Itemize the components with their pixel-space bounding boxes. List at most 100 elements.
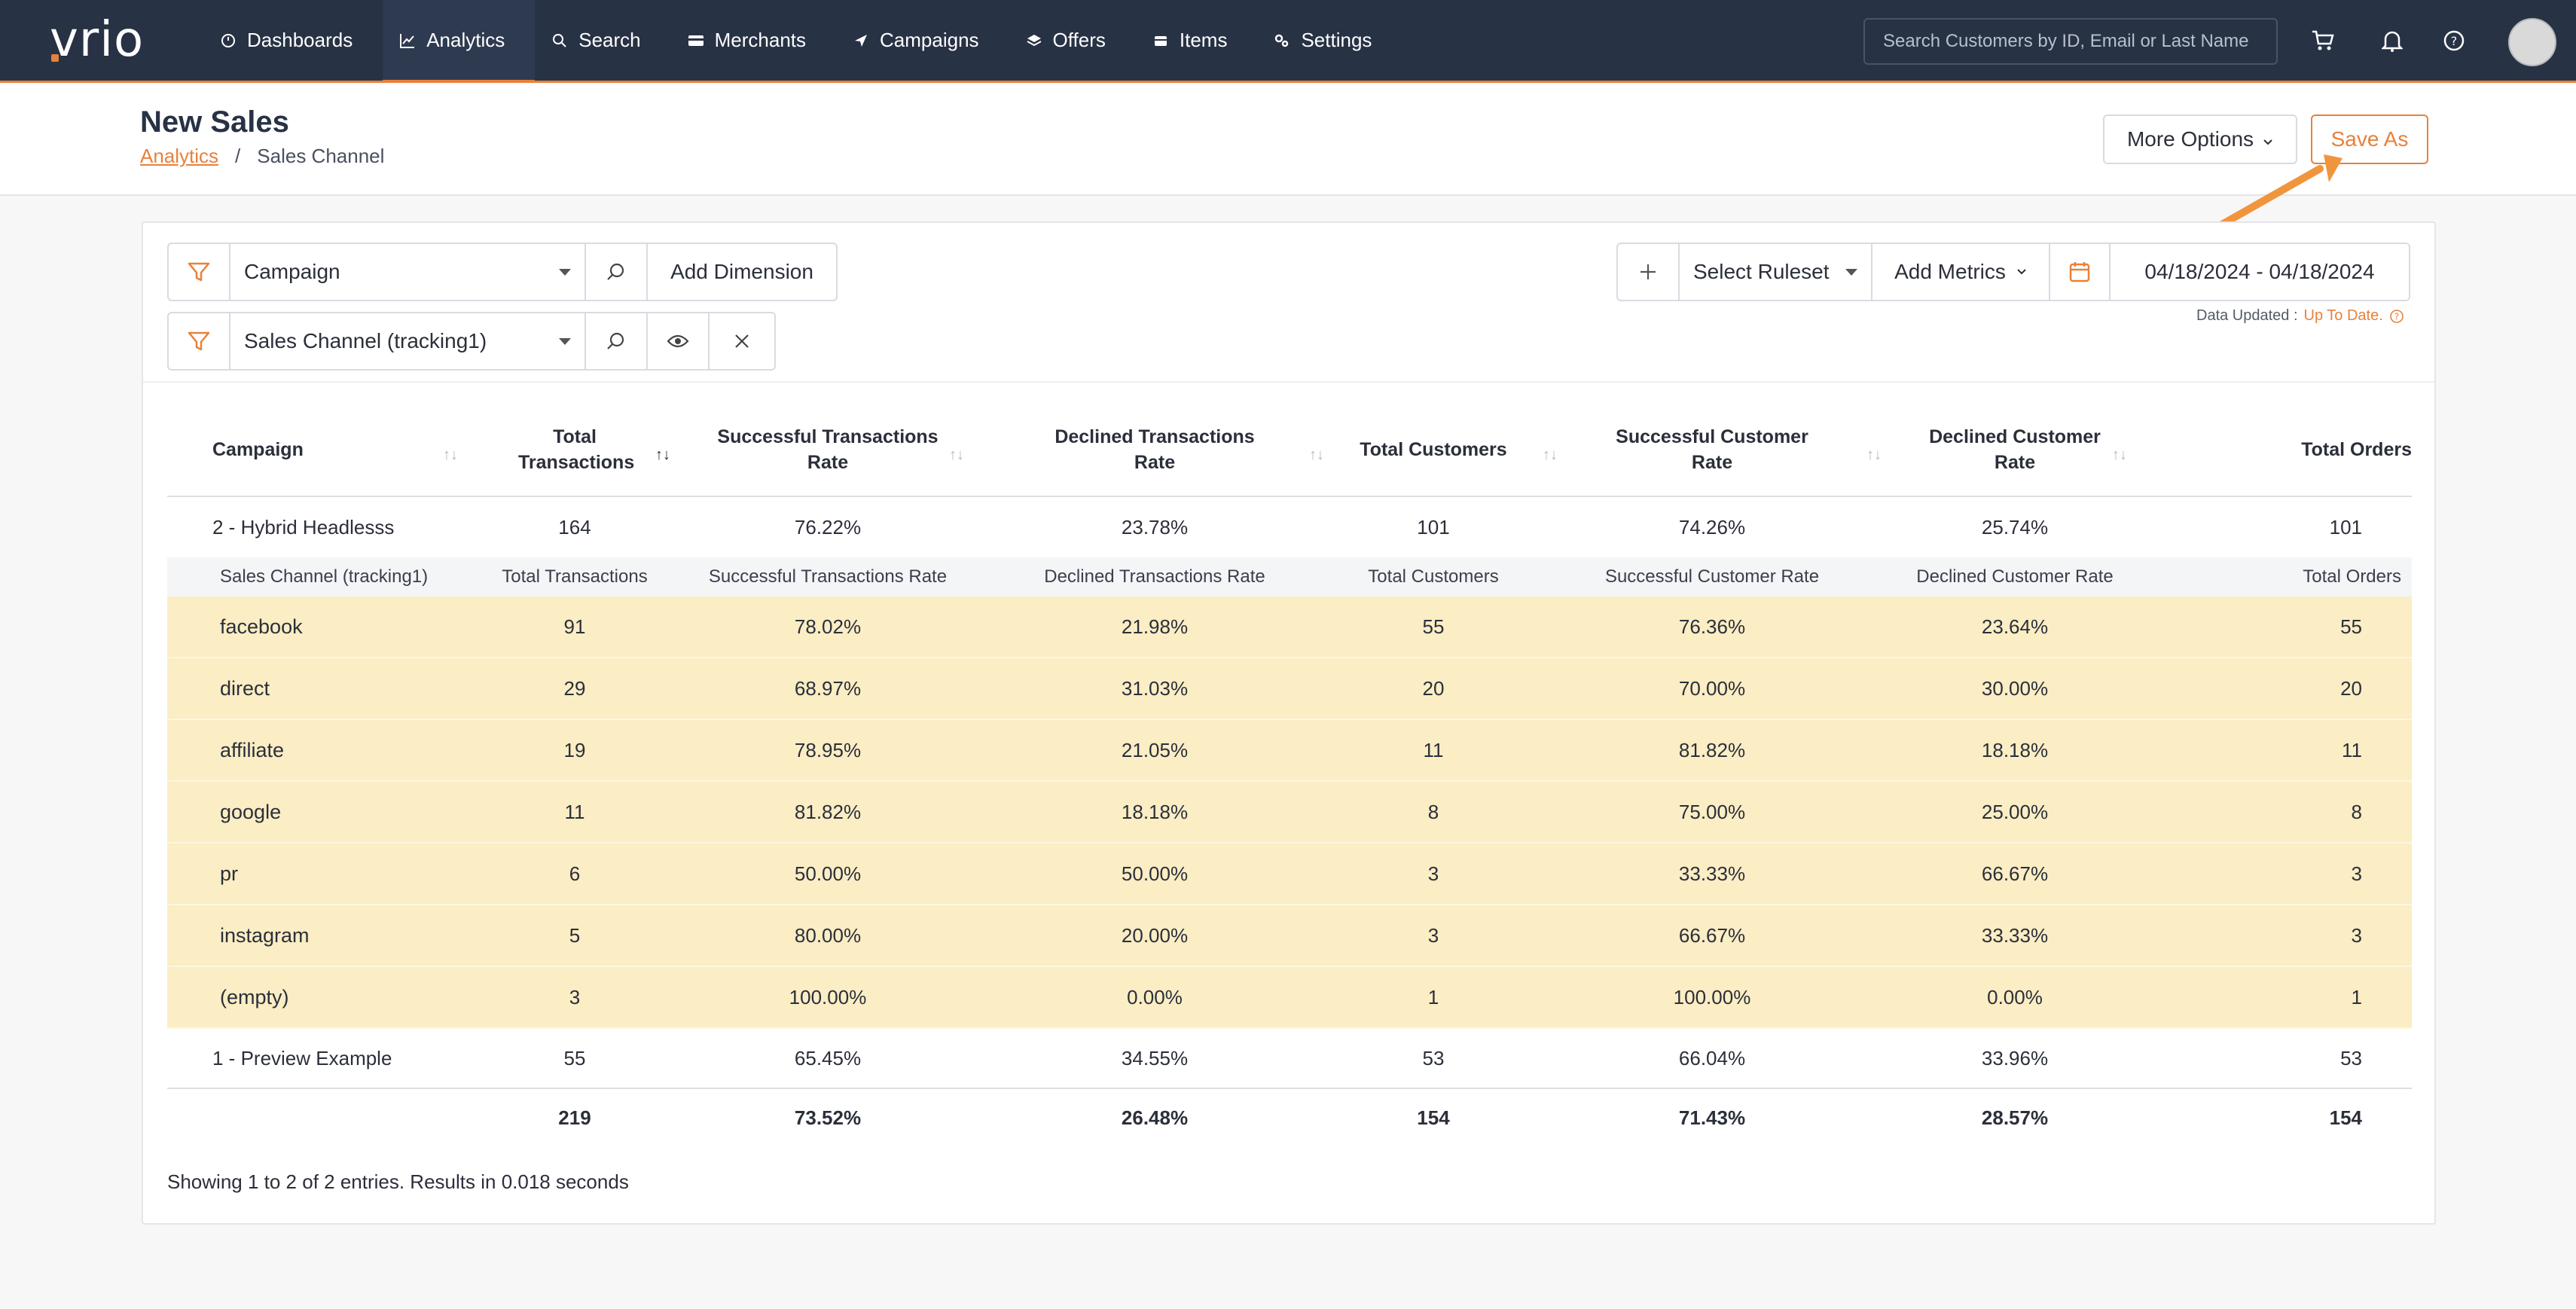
column-header-total-customers[interactable]: Total Customers: [1360, 439, 1507, 460]
user-avatar[interactable]: [2508, 18, 2556, 66]
sub-cell: 75.00%: [1678, 800, 1746, 823]
close-icon[interactable]: [710, 313, 774, 369]
cell: 164: [558, 515, 591, 539]
cart-icon[interactable]: [2308, 26, 2338, 56]
nav-label: Items: [1179, 29, 1228, 51]
sub-table-row[interactable]: (empty) 3 100.00% 0.00% 1 100.00% 0.00% 1: [167, 967, 2412, 1029]
dimension-select-campaign[interactable]: Campaign: [230, 244, 586, 300]
sub-cell: 78.95%: [794, 738, 862, 761]
sub-header-cell: Successful Transactions Rate: [708, 566, 948, 587]
filter-icon[interactable]: [169, 313, 230, 369]
total-cell: 26.48%: [1121, 1106, 1189, 1129]
bell-icon[interactable]: [2377, 26, 2407, 56]
nav-label: Settings: [1301, 29, 1372, 51]
sort-icon[interactable]: ↑↓: [2112, 447, 2127, 463]
nav-label: Merchants: [714, 29, 807, 51]
column-header-successful-customer-rate[interactable]: ↑↓ Successful Customer Rate ↑↓: [1543, 426, 1882, 473]
sub-table-row[interactable]: facebook 91 78.02% 21.98% 55 76.36% 23.64% 55: [167, 597, 2412, 658]
select-ruleset-dropdown[interactable]: Select Ruleset: [1680, 244, 1872, 300]
column-header-total-orders[interactable]: Total Orders: [2301, 439, 2412, 460]
column-header-declined-transactions-rate[interactable]: Declined Transactions Rate ↑↓: [1055, 426, 1324, 473]
sort-icon[interactable]: ↑↓: [1309, 447, 1324, 463]
add-metrics-dropdown[interactable]: Add Metrics: [1872, 244, 2050, 300]
sort-icon[interactable]: ↑↓: [949, 447, 964, 463]
sub-cell: 23.64%: [1981, 615, 2049, 638]
dimension-search-button[interactable]: [586, 313, 648, 369]
more-options-button[interactable]: More Options: [2103, 114, 2297, 164]
total-cell: 154: [1417, 1106, 1450, 1129]
column-header-declined-customer-rate[interactable]: Declined Customer Rate ↑↓: [1929, 426, 2127, 473]
sub-cell: 55: [1422, 615, 1445, 638]
nav-item-settings[interactable]: Settings: [1257, 0, 1402, 81]
sub-cell: 8: [1427, 800, 1439, 823]
eye-icon[interactable]: [648, 313, 710, 369]
sub-table-row[interactable]: pr 6 50.00% 50.00% 3 33.33% 66.67% 3: [167, 844, 2412, 905]
sub-header-cell: Sales Channel (tracking1): [220, 566, 429, 587]
sub-cell: 20.00%: [1121, 923, 1189, 947]
sub-cell: 33.33%: [1678, 862, 1746, 885]
sub-header-cell: Total Transactions: [502, 566, 648, 587]
nav-item-analytics[interactable]: Analytics: [383, 0, 536, 83]
column-header-total-transactions[interactable]: Total Transactions ↑↓: [518, 426, 670, 473]
breadcrumb: Analytics / Sales Channel: [140, 145, 384, 168]
calendar-icon[interactable]: [2050, 244, 2111, 300]
customer-search-input[interactable]: [1863, 18, 2278, 65]
dimension-search-button[interactable]: [586, 244, 648, 300]
date-range-field[interactable]: 04/18/2024 - 04/18/2024: [2111, 244, 2409, 300]
breadcrumb-link-analytics[interactable]: Analytics: [140, 145, 219, 167]
cell: 33.96%: [1981, 1046, 2049, 1069]
cell-campaign[interactable]: 1 - Preview Example: [212, 1046, 392, 1069]
add-dimension-button[interactable]: Add Dimension: [648, 244, 836, 300]
sub-cell-channel: pr: [220, 862, 239, 885]
vrio-logo[interactable]: vrio: [50, 16, 144, 64]
sub-table-row[interactable]: google 11 81.82% 18.18% 8 75.00% 25.00% 8: [167, 782, 2412, 844]
total-cell: 219: [558, 1106, 591, 1129]
table-row[interactable]: 1 - Preview Example 55 65.45% 34.55% 53 …: [167, 1029, 2412, 1089]
sub-cell: 30.00%: [1981, 676, 2049, 700]
sub-cell: 3: [569, 985, 581, 1008]
nav-item-search[interactable]: Search: [535, 0, 670, 81]
nav-item-merchants[interactable]: Merchants: [671, 0, 836, 81]
sort-icon[interactable]: ↑↓: [1866, 447, 1882, 463]
chevron-down-icon: [2017, 269, 2026, 275]
column-header-successful-transactions-rate[interactable]: Successful Transactions Rate ↑↓: [717, 426, 964, 473]
table-row[interactable]: 2 - Hybrid Headlesss 164 76.22% 23.78% 1…: [167, 497, 2412, 557]
sub-cell: 55: [2340, 615, 2362, 638]
sort-desc-icon[interactable]: ↑↓: [655, 447, 670, 463]
sort-icon[interactable]: ↑↓: [1543, 447, 1558, 463]
dimension-select-sales-channel[interactable]: Sales Channel (tracking1): [230, 313, 586, 369]
total-cell: 28.57%: [1981, 1106, 2049, 1129]
search-icon: [607, 332, 624, 349]
totals-row: 219 73.52% 26.48% 154 71.43% 28.57% 154: [167, 1089, 2412, 1146]
nav-item-items[interactable]: Items: [1136, 0, 1258, 81]
select-ruleset-label: Select Ruleset: [1693, 260, 1830, 283]
sub-cell: 50.00%: [1121, 862, 1189, 885]
sub-rows-container: facebook 91 78.02% 21.98% 55 76.36% 23.64% 55 di…: [167, 597, 2412, 1029]
filter-icon[interactable]: [169, 244, 230, 300]
sub-table-row[interactable]: instagram 5 80.00% 20.00% 3 66.67% 33.33% 3: [167, 905, 2412, 967]
nav-label: Campaigns: [880, 29, 979, 51]
sub-header-cell: Total Orders: [2303, 566, 2401, 587]
nav-label: Offers: [1052, 29, 1106, 51]
sub-cell: 1: [2351, 985, 2362, 1008]
nav-item-dashboards[interactable]: Dashboards: [203, 0, 383, 81]
sub-table-row[interactable]: affiliate 19 78.95% 21.05% 11 81.82% 18.18% 11: [167, 720, 2412, 782]
analytics-table: Campaign ↑↓ Total Transactions ↑↓ Successf…: [167, 404, 2412, 1146]
nav-item-campaigns[interactable]: Campaigns: [836, 0, 1009, 81]
cell-campaign[interactable]: 2 - Hybrid Headlesss: [212, 515, 395, 539]
card-icon: [686, 31, 706, 50]
sub-cell: 68.97%: [794, 676, 862, 700]
plus-icon[interactable]: [1618, 244, 1680, 300]
sub-cell: 20: [1422, 676, 1445, 700]
help-circle-icon[interactable]: ?: [2389, 309, 2404, 324]
nav-item-offers[interactable]: Offers: [1009, 0, 1136, 81]
sort-icon[interactable]: ↑↓: [443, 447, 458, 463]
sub-table-row[interactable]: direct 29 68.97% 31.03% 20 70.00% 30.00% 20: [167, 658, 2412, 720]
help-icon[interactable]: ?: [2439, 26, 2469, 56]
sub-cell: 81.82%: [1678, 738, 1746, 761]
sub-cell: 100.00%: [1673, 985, 1751, 1008]
sub-cell: 50.00%: [794, 862, 862, 885]
cell: 55: [563, 1046, 586, 1069]
column-header-campaign[interactable]: Campaign ↑↓: [167, 437, 469, 463]
nav-label: Analytics: [426, 29, 505, 51]
